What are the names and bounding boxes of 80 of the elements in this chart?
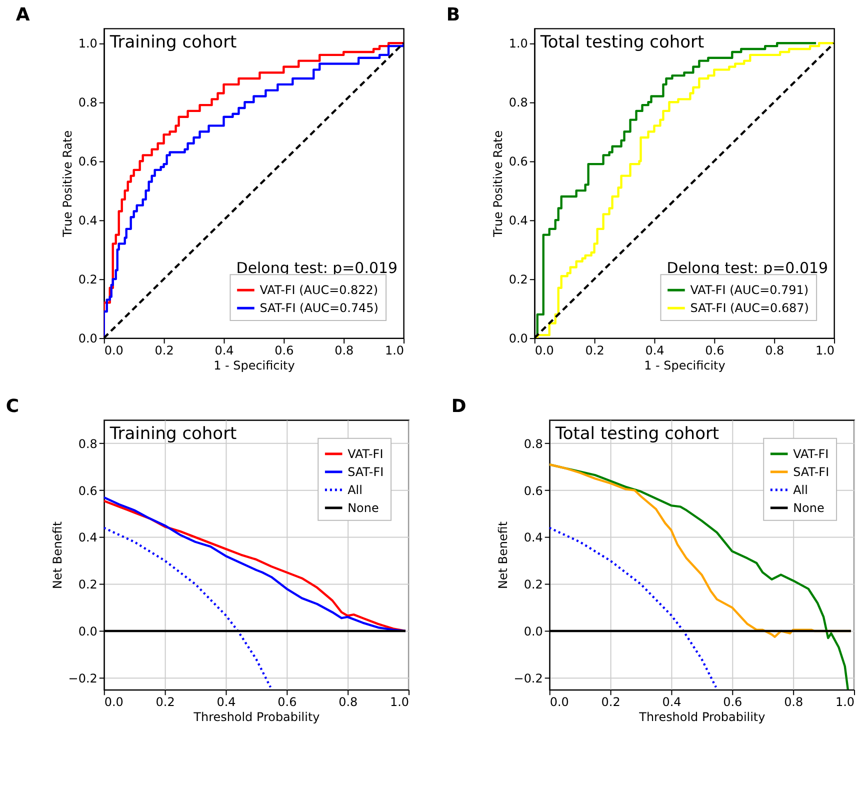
legend-label: SAT-FI (AUC=0.687): [690, 301, 809, 316]
x-tick-label: 0.2: [585, 344, 604, 358]
x-tick-label: 0.6: [705, 344, 724, 358]
y-tick-label: 0.6: [78, 484, 98, 498]
x-tick-label: 0.8: [784, 695, 804, 710]
x-tick-label: 1.0: [384, 344, 404, 358]
y-tick-label: 0.0: [78, 624, 98, 638]
x-tick-label: 0.6: [723, 695, 742, 710]
y-tick-label: 0.4: [508, 214, 528, 228]
y-tick-label: 0.0: [78, 332, 98, 346]
y-axis-title: Net Benefit: [50, 521, 64, 590]
x-tick-label: 1.0: [390, 695, 410, 710]
y-tick-label: 0.2: [508, 272, 528, 287]
annotation: Training cohort: [108, 424, 238, 444]
y-tick-label: 0.6: [524, 484, 543, 498]
chart-title: D: [451, 396, 466, 417]
y-tick-label: 0.6: [508, 154, 528, 169]
x-tick-label: 0.4: [645, 344, 664, 358]
y-tick-label: 0.4: [78, 530, 98, 545]
legend-label: All: [793, 482, 808, 497]
y-tick-label: 1.0: [78, 36, 98, 51]
x-tick-label: 0.2: [154, 344, 174, 358]
y-tick-label: 0.4: [524, 530, 543, 545]
y-tick-label: 0.8: [78, 96, 98, 110]
chart-title: B: [446, 4, 460, 26]
chart-title: A: [16, 4, 30, 26]
legend-label: VAT-FI (AUC=0.822): [260, 283, 378, 298]
x-axis-title: Threshold Probability: [192, 710, 320, 724]
y-tick-label: −0.2: [68, 671, 98, 686]
legend-label: All: [348, 482, 362, 497]
y-tick-label: 1.0: [508, 36, 528, 51]
x-tick-label: 0.4: [214, 344, 234, 358]
y-tick-label: 0.6: [78, 154, 98, 169]
annotation: Total testing cohort: [554, 424, 720, 444]
y-tick-label: 0.2: [524, 578, 543, 592]
x-tick-label: 0.0: [534, 344, 554, 358]
annotation: Delong test: p=0.019: [666, 259, 828, 278]
x-tick-label: 0.6: [278, 695, 297, 710]
y-tick-label: 0.2: [78, 578, 98, 592]
annotation: Delong test: p=0.019: [236, 259, 398, 278]
chart-title: C: [6, 396, 20, 417]
annotation: Training cohort: [108, 32, 238, 52]
y-axis-title: True Positive Rate: [490, 130, 505, 238]
line-series: [104, 526, 272, 688]
x-axis-title: 1 - Specificity: [644, 358, 726, 372]
annotation: Total testing cohort: [539, 32, 704, 52]
legend-label: SAT-FI (AUC=0.745): [260, 301, 378, 316]
legend-label: VAT-FI (AUC=0.791): [690, 283, 809, 298]
legend-label: None: [348, 500, 379, 515]
y-tick-label: 0.8: [78, 436, 98, 451]
x-axis-title: Threshold Probability: [638, 710, 766, 724]
x-tick-label: 1.0: [815, 344, 835, 358]
x-tick-label: 0.8: [338, 695, 358, 710]
legend-label: SAT-FI: [793, 464, 830, 479]
x-axis-title: 1 - Specificity: [214, 358, 295, 372]
y-tick-label: 0.0: [524, 624, 543, 638]
x-tick-label: 0.2: [156, 695, 175, 710]
x-tick-label: 0.4: [216, 695, 236, 710]
legend-label: VAT-FI: [793, 446, 829, 461]
line-series: [549, 526, 718, 688]
y-tick-label: −0.2: [514, 671, 543, 686]
x-tick-label: 0.8: [334, 344, 354, 358]
y-tick-label: 0.8: [524, 436, 543, 451]
x-tick-label: 0.0: [104, 344, 124, 358]
y-axis-title: True Positive Rate: [60, 130, 74, 238]
x-tick-label: 1.0: [835, 695, 855, 710]
x-tick-label: 0.2: [601, 695, 620, 710]
x-tick-label: 0.8: [765, 344, 784, 358]
y-tick-label: 0.4: [78, 214, 98, 228]
legend-label: VAT-FI: [348, 446, 384, 461]
y-tick-label: 0.0: [508, 332, 528, 346]
y-axis-title: Net Benefit: [496, 521, 510, 590]
legend-label: SAT-FI: [348, 464, 384, 479]
x-tick-label: 0.0: [550, 695, 569, 710]
x-tick-label: 0.4: [662, 695, 682, 710]
x-tick-label: 0.0: [104, 695, 124, 710]
y-tick-label: 0.8: [508, 96, 528, 110]
y-tick-label: 0.2: [78, 272, 98, 287]
legend-label: None: [793, 500, 824, 515]
x-tick-label: 0.6: [274, 344, 294, 358]
